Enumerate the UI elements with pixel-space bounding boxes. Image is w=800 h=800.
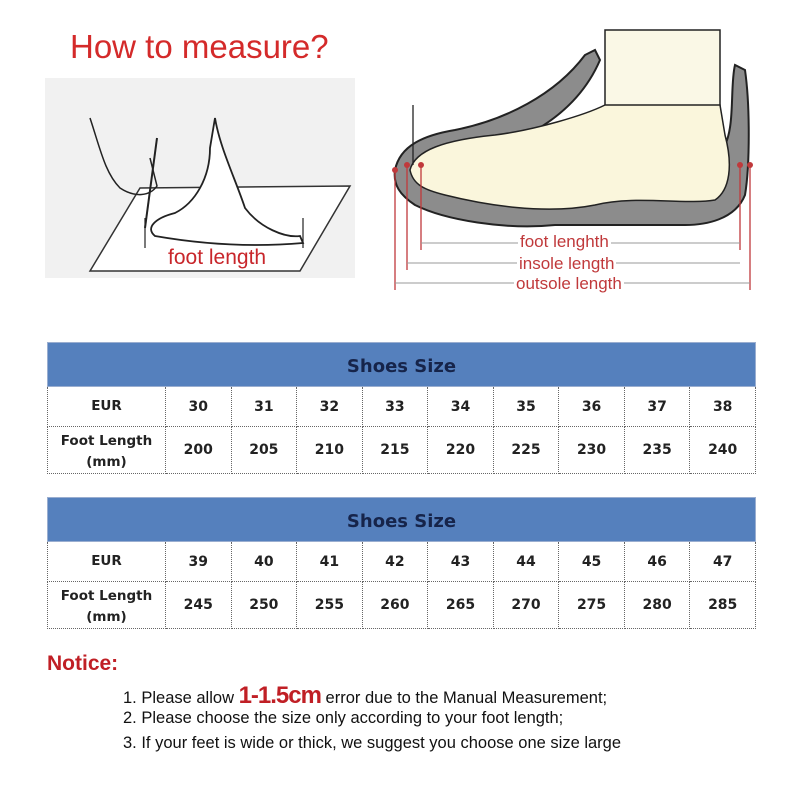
row-label: Foot Length (mm) (47, 426, 166, 474)
table-header: Shoes Size (47, 342, 756, 387)
table-cell: 42 (361, 541, 429, 582)
table-cell: 43 (427, 541, 494, 582)
table-cell: 200 (165, 426, 232, 474)
foot-on-paper-drawing (88, 117, 352, 272)
insole-length-dimension-label: insole length (517, 254, 617, 274)
shoe-cross-section-illustration: foot lenghth insole length outsole lengt… (385, 25, 765, 295)
table-cell: 245 (165, 581, 232, 629)
table-cell: 47 (689, 541, 756, 582)
row-label: Foot Length (mm) (47, 581, 166, 629)
table-cell: 40 (230, 541, 298, 582)
notice-text: 1. Please allow (123, 689, 239, 707)
table-cell: 285 (689, 581, 756, 629)
table-cell: 36 (558, 386, 625, 427)
table-cell: 270 (492, 581, 560, 629)
foot-length-label: foot length (168, 246, 267, 269)
notice-heading: Notice: (47, 652, 119, 675)
notice-item-1: 1. Please allow 1-1.5cm error due to the… (123, 682, 607, 710)
size-table-1: Shoes Size EUR 30 31 32 33 34 35 36 37 38 Foot Le… (47, 342, 756, 474)
table-cell: 37 (623, 386, 691, 427)
table-cell: 33 (361, 386, 429, 427)
table-row-foot-length: Foot Length (mm) 200 205 210 215 220 225 230 235… (47, 426, 756, 474)
table-cell: 240 (689, 426, 756, 474)
table-cell: 31 (230, 386, 298, 427)
error-range-highlight: 1-1.5cm (238, 682, 322, 709)
table-cell: 280 (623, 581, 691, 629)
table-cell: 34 (427, 386, 494, 427)
table-cell: 32 (296, 386, 363, 427)
table-cell: 45 (558, 541, 625, 582)
table-cell: 38 (689, 386, 756, 427)
foot-measure-illustration (45, 78, 355, 278)
table-cell: 215 (361, 426, 429, 474)
table-cell: 225 (492, 426, 560, 474)
table-cell: 275 (558, 581, 625, 629)
table-row-eur: EUR 30 31 32 33 34 35 36 37 38 (47, 386, 756, 427)
table-cell: 35 (492, 386, 560, 427)
table-row-eur: EUR 39 40 41 42 43 44 45 46 47 (47, 541, 756, 582)
table-cell: 30 (165, 386, 232, 427)
table-cell: 39 (165, 541, 232, 582)
table-cell: 230 (558, 426, 625, 474)
table-cell: 260 (361, 581, 429, 629)
page-title: How to measure? (70, 28, 329, 65)
notice-item-3: 3. If your feet is wide or thick, we sug… (123, 734, 622, 752)
table-cell: 205 (230, 426, 298, 474)
table-cell: 220 (427, 426, 494, 474)
table-cell: 255 (296, 581, 363, 629)
row-label: EUR (47, 386, 166, 427)
notice-text: error due to the Manual Measurement; (320, 689, 608, 707)
notice-item-2: 2. Please choose the size only according… (123, 709, 564, 727)
table-cell: 235 (623, 426, 691, 474)
table-cell: 44 (492, 541, 560, 582)
row-label: EUR (47, 541, 166, 582)
size-table-2: Shoes Size EUR 39 40 41 42 43 44 45 46 47 Foot Le… (47, 497, 756, 629)
foot-length-dimension-label: foot lenghth (518, 232, 611, 252)
table-cell: 250 (230, 581, 298, 629)
table-cell: 41 (296, 541, 363, 582)
table-header: Shoes Size (47, 497, 756, 542)
table-cell: 210 (296, 426, 363, 474)
shoe-drawing (392, 29, 753, 290)
outsole-length-dimension-label: outsole length (514, 274, 624, 294)
table-cell: 265 (427, 581, 494, 629)
table-cell: 46 (623, 541, 691, 582)
table-row-foot-length: Foot Length (mm) 245 250 255 260 265 270 275 280… (47, 581, 756, 629)
